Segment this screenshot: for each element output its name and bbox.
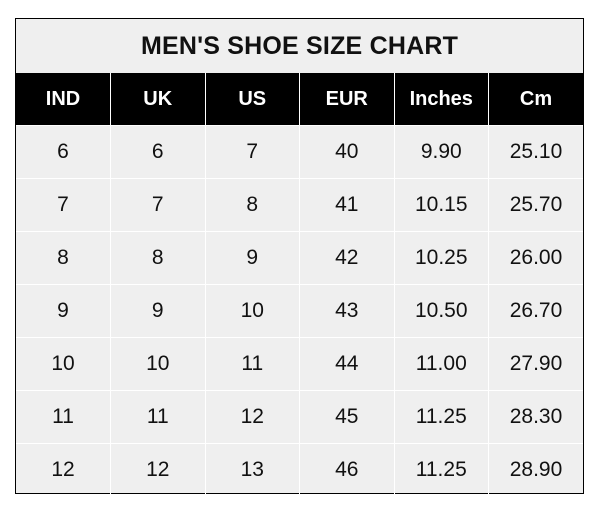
table-cell: 10.15 xyxy=(393,178,489,232)
table-cell: 6 xyxy=(110,125,206,179)
table-cell: 11.25 xyxy=(393,443,489,496)
table-cell: 41 xyxy=(299,178,395,232)
table-cell: 10.25 xyxy=(393,231,489,285)
table-cell: 10.50 xyxy=(393,284,489,338)
size-table: IND UK US EUR Inches Cm 6 6 7 40 9.90 25.10 7 7… xyxy=(16,73,583,496)
size-chart: MEN'S SHOE SIZE CHART IND UK US EUR Inch… xyxy=(15,18,584,496)
table-cell: 12 xyxy=(204,390,300,444)
table-cell: 9 xyxy=(110,284,206,338)
table-row: 8 8 9 42 10.25 26.00 xyxy=(16,231,583,285)
table-cell: 11 xyxy=(204,337,300,391)
table-row: 9 9 10 43 10.50 26.70 xyxy=(16,284,583,338)
table-cell: 11 xyxy=(16,390,111,444)
table-cell: 25.70 xyxy=(488,178,583,232)
table-cell: 6 xyxy=(16,125,111,179)
table-cell: 13 xyxy=(204,443,300,496)
table-cell: 10 xyxy=(110,337,206,391)
table-row: 7 7 8 41 10.15 25.70 xyxy=(16,178,583,232)
table-cell: 45 xyxy=(299,390,395,444)
table-cell: 8 xyxy=(16,231,111,285)
header-row: IND UK US EUR Inches Cm xyxy=(16,73,583,126)
table-cell: 8 xyxy=(204,178,300,232)
table-cell: 12 xyxy=(110,443,206,496)
table-cell: 10 xyxy=(204,284,300,338)
chart-title: MEN'S SHOE SIZE CHART xyxy=(140,31,459,60)
table-cell: 44 xyxy=(299,337,395,391)
table-cell: 42 xyxy=(299,231,395,285)
column-header: Cm xyxy=(488,73,583,126)
table-cell: 25.10 xyxy=(488,125,583,179)
table-cell: 12 xyxy=(16,443,111,496)
table-cell: 11 xyxy=(110,390,206,444)
table-cell: 27.90 xyxy=(488,337,583,391)
table-cell: 8 xyxy=(110,231,206,285)
table-cell: 10 xyxy=(16,337,111,391)
column-header: EUR xyxy=(299,73,394,126)
table-cell: 40 xyxy=(299,125,395,179)
table-row: 11 11 12 45 11.25 28.30 xyxy=(16,390,583,444)
table-cell: 28.30 xyxy=(488,390,583,444)
column-header: Inches xyxy=(393,73,489,126)
table-cell: 9 xyxy=(16,284,111,338)
table-cell: 7 xyxy=(204,125,300,179)
table-cell: 46 xyxy=(299,443,395,496)
table-cell: 9 xyxy=(204,231,300,285)
table-cell: 7 xyxy=(110,178,206,232)
table-cell: 43 xyxy=(299,284,395,338)
column-header: US xyxy=(204,73,300,126)
table-row: 12 12 13 46 11.25 28.90 xyxy=(16,443,583,496)
table-cell: 28.90 xyxy=(488,443,583,496)
table-cell: 9.90 xyxy=(393,125,489,179)
table-cell: 7 xyxy=(16,178,111,232)
table-row: 6 6 7 40 9.90 25.10 xyxy=(16,125,583,179)
table-cell: 26.70 xyxy=(488,284,583,338)
column-header: IND xyxy=(16,73,111,126)
table-cell: 26.00 xyxy=(488,231,583,285)
column-header: UK xyxy=(110,73,205,126)
table-row: 10 10 11 44 11.00 27.90 xyxy=(16,337,583,391)
table-cell: 11.00 xyxy=(393,337,489,391)
table-cell: 11.25 xyxy=(393,390,489,444)
